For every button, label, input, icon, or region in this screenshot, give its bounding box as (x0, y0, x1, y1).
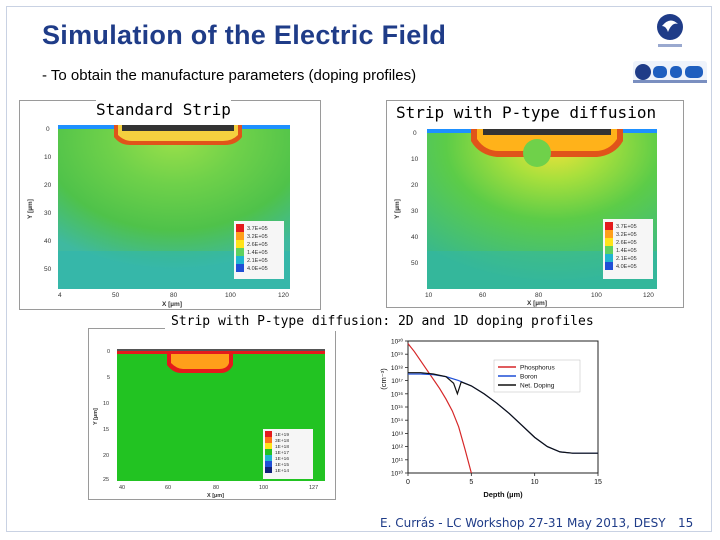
doping-1d-chart: 10²⁰ 10¹⁹ 10¹⁸ 10¹⁷ 10¹⁶ 10¹⁵ 10¹⁴ 10¹³ 10¹² 10¹¹… (379, 338, 602, 500)
standard-strip-field-map: 3.7E+05 3.2E+05 2.6E+05 1.4E+05 2.1E+05 … (27, 125, 290, 308)
slide-subtitle: - To obtain the manufacture parameters (… (42, 67, 417, 84)
legend-label: Phosphorus (520, 365, 555, 372)
x-tick: 100 (591, 292, 602, 299)
legend-label: 4.0E+05 (616, 264, 637, 270)
x-tick: 10 (425, 292, 433, 299)
y-axis-label: (cm⁻³) (379, 368, 388, 390)
y-tick-label: 10¹⁷ (391, 378, 403, 385)
y-tick: 25 (103, 477, 109, 483)
slide-frame (6, 6, 712, 532)
x-tick-label: 5 (469, 479, 473, 486)
cnm-logo-icon (633, 61, 707, 83)
legend-label: 1.4E+05 (616, 248, 637, 254)
y-tick: 0 (413, 130, 417, 137)
y-tick: 40 (411, 234, 419, 241)
x-axis-label: X [µm] (162, 301, 182, 308)
x-tick: 120 (278, 292, 289, 299)
footer-text: E. Currás - LC Workshop 27-31 May 2013, … (380, 516, 666, 530)
page-number: 15 (678, 516, 694, 530)
ifca-logo-icon (657, 14, 683, 47)
y-axis-label: Y [µm] (394, 199, 401, 219)
legend-label: 3.7E+05 (247, 226, 268, 232)
x-tick: 100 (259, 485, 268, 491)
y-tick-label: 10¹³ (391, 431, 403, 438)
standard-strip-caption: Standard Strip (96, 100, 231, 119)
legend-label: 2.1E+05 (616, 256, 637, 262)
y-tick-label: 10¹⁹ (391, 352, 403, 359)
legend-label: 1.4E+05 (247, 250, 268, 256)
y-tick: 5 (107, 375, 110, 381)
y-tick: 20 (103, 453, 109, 459)
legend-label: 2.6E+05 (247, 242, 268, 248)
x-tick: 60 (479, 292, 487, 299)
x-tick: 127 (309, 485, 318, 491)
x-axis-label: Depth (µm) (483, 490, 523, 499)
slide-title: Simulation of the Electric Field (42, 20, 447, 50)
y-tick: 40 (44, 238, 52, 245)
y-tick: 0 (46, 126, 50, 133)
legend-label: 3E+18 (275, 438, 289, 444)
x-axis-label: X [µm] (527, 300, 547, 307)
y-tick-label: 10¹¹ (391, 457, 403, 464)
x-tick: 80 (535, 292, 543, 299)
legend-label: 1E+18 (275, 444, 289, 450)
x-tick: 80 (170, 292, 178, 299)
x-tick: 4 (58, 292, 62, 299)
y-tick: 50 (44, 266, 52, 273)
y-tick: 10 (44, 154, 52, 161)
ptype-strip-caption: Strip with P-type diffusion (396, 103, 657, 122)
y-tick-label: 10¹⁶ (391, 391, 403, 398)
y-axis-label: Y [µm] (27, 199, 34, 219)
legend-label: 1E+14 (275, 468, 289, 474)
legend-label: 3.2E+05 (616, 232, 637, 238)
legend-label: Net. Doping (520, 383, 555, 390)
doping-2d-map: 1E+19 3E+18 1E+18 1E+17 1E+16 1E+15 1E+1… (93, 349, 325, 499)
legend-label: 4.0E+05 (247, 266, 268, 272)
y-axis-label: Y [µm] (93, 408, 99, 425)
y-tick-label: 10¹⁴ (391, 418, 403, 425)
series-line-phosphorus (407, 343, 472, 474)
y-tick: 30 (44, 210, 52, 217)
y-tick-label: 10¹⁰ (391, 470, 403, 478)
x-tick-label: 0 (406, 479, 410, 486)
legend-label: 2.6E+05 (616, 240, 637, 246)
x-tick: 80 (213, 485, 219, 491)
y-tick-label: 10²⁰ (391, 338, 403, 346)
x-tick: 50 (112, 292, 120, 299)
y-tick: 20 (411, 182, 419, 189)
y-tick-label: 10¹⁸ (391, 365, 403, 372)
standard-strip-panel: 3.7E+05 3.2E+05 2.6E+05 1.4E+05 2.1E+05 … (19, 100, 321, 310)
x-tick-label: 15 (594, 479, 602, 486)
legend-label: Boron (520, 374, 538, 381)
standard-strip-legend: 3.7E+05 3.2E+05 2.6E+05 1.4E+05 2.1E+05 … (247, 226, 268, 272)
y-tick: 10 (103, 401, 109, 407)
legend-label: 1E+17 (275, 450, 289, 456)
x-tick-label: 10 (531, 479, 539, 486)
series-line-net-doping (408, 372, 598, 454)
ptype-strip-field-map: 3.7E+05 3.2E+05 2.6E+05 1.4E+05 2.1E+05 … (394, 129, 657, 307)
doping-profiles-caption: Strip with P-type diffusion: 2D and 1D d… (165, 312, 600, 331)
x-tick: 120 (643, 292, 654, 299)
y-tick: 30 (411, 208, 419, 215)
legend-label: 1E+16 (275, 456, 289, 462)
y-tick: 50 (411, 260, 419, 267)
y-tick: 20 (44, 182, 52, 189)
y-tick-label: 10¹⁵ (391, 405, 403, 412)
y-tick-label: 10¹² (391, 444, 403, 451)
x-axis-label: X [µm] (207, 493, 224, 499)
x-tick: 60 (165, 485, 171, 491)
legend-label: 2.1E+05 (247, 258, 268, 264)
legend-label: 3.2E+05 (247, 234, 268, 240)
legend-label: 1E+15 (275, 462, 289, 468)
x-tick: 100 (225, 292, 236, 299)
doping-2d-panel: 1E+19 3E+18 1E+18 1E+17 1E+16 1E+15 1E+1… (88, 328, 336, 500)
ptype-strip-panel: 3.7E+05 3.2E+05 2.6E+05 1.4E+05 2.1E+05 … (386, 100, 684, 308)
legend-label: 1E+19 (275, 432, 289, 438)
y-tick: 15 (103, 427, 109, 433)
x-tick: 40 (119, 485, 125, 491)
legend-label: 3.7E+05 (616, 224, 637, 230)
y-tick: 0 (107, 349, 110, 355)
y-tick: 10 (411, 156, 419, 163)
